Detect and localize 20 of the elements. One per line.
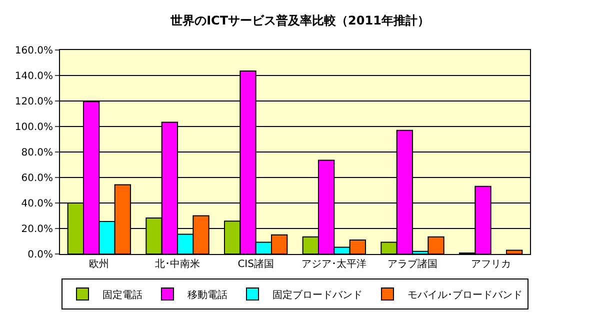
x-tick-label: アラブ諸国: [388, 258, 438, 270]
y-tick-label: 160.0%: [14, 46, 53, 56]
y-tick-label: 40.0%: [21, 198, 53, 210]
y-tick-label: 0.0%: [28, 250, 53, 260]
legend-label: 固定電話: [102, 288, 142, 301]
x-tick-label: 北･中南米: [155, 258, 200, 270]
y-tick-label: 120.0%: [14, 96, 53, 108]
x-tick-label: 欧州: [89, 258, 110, 270]
chart-title: 世界のICTサービス普及率比較（2011年推計）: [170, 13, 430, 28]
y-tick-label: 140.0%: [14, 71, 53, 82]
y-tick-label: 80.0%: [21, 148, 53, 158]
x-tick-label: CIS諸国: [238, 258, 274, 270]
y-tick-label: 100.0%: [14, 122, 53, 133]
y-tick-label: 20.0%: [21, 224, 53, 235]
legend-label: モバイル･ブロードバンド: [408, 288, 522, 301]
legend-label: 固定ブロードバンド: [272, 288, 362, 301]
x-tick-label: アフリカ: [470, 259, 511, 270]
legend-label: 移動電話: [188, 288, 228, 301]
y-tick-label: 60.0%: [21, 173, 53, 184]
x-tick-label: アジア･太平洋: [302, 258, 367, 270]
